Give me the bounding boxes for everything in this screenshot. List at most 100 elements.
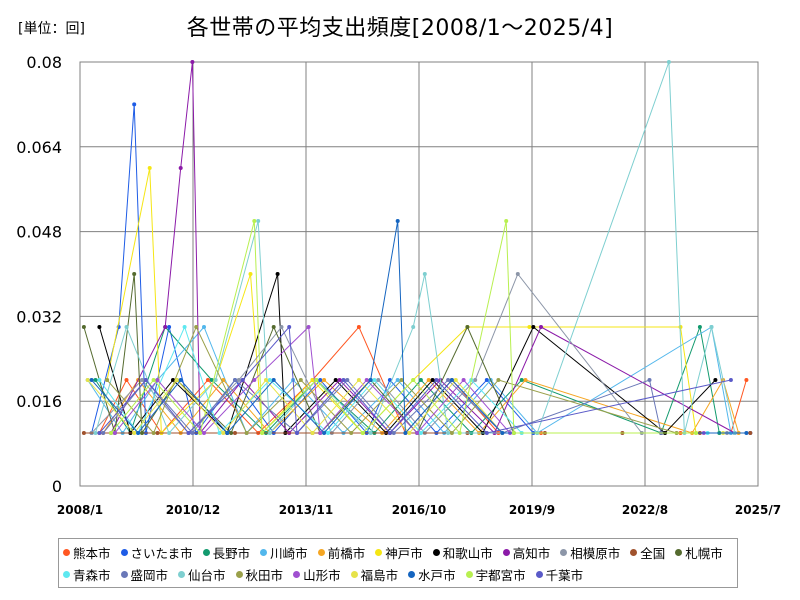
data-point bbox=[225, 431, 230, 435]
legend-item: 長野市 bbox=[202, 541, 251, 563]
data-point bbox=[446, 431, 451, 435]
legend-label: 札幌市 bbox=[685, 545, 723, 561]
data-point bbox=[407, 431, 412, 435]
data-point bbox=[500, 431, 505, 435]
data-point bbox=[217, 431, 222, 435]
legend-item: 盛岡市 bbox=[120, 563, 168, 585]
data-point bbox=[151, 431, 156, 435]
data-point bbox=[403, 431, 408, 435]
legend-label: 青森市 bbox=[73, 567, 111, 583]
series-15 bbox=[112, 325, 706, 435]
legend-label: 仙台市 bbox=[188, 567, 226, 583]
data-point bbox=[709, 325, 714, 329]
data-point bbox=[264, 378, 268, 382]
data-point bbox=[240, 378, 245, 382]
data-point bbox=[484, 378, 489, 382]
data-point bbox=[314, 378, 319, 382]
data-point bbox=[461, 378, 466, 382]
legend-item: 札幌市 bbox=[675, 541, 723, 563]
legend-label: 水戸市 bbox=[418, 567, 456, 583]
data-point bbox=[298, 378, 303, 382]
legend-label: さいたま市 bbox=[130, 545, 193, 561]
data-point bbox=[190, 431, 195, 435]
data-point bbox=[221, 431, 226, 435]
data-point bbox=[132, 102, 137, 107]
legend-item: 熊本市 bbox=[63, 541, 111, 563]
data-point bbox=[256, 219, 261, 223]
data-point bbox=[376, 378, 381, 382]
data-point bbox=[457, 431, 462, 435]
data-point bbox=[81, 431, 86, 435]
series-line bbox=[110, 220, 696, 435]
data-point bbox=[163, 325, 168, 329]
legend-item: さいたま市 bbox=[120, 541, 193, 563]
data-point bbox=[418, 378, 423, 382]
data-point bbox=[202, 325, 206, 329]
series-18 bbox=[109, 219, 698, 435]
data-point bbox=[295, 431, 299, 435]
legend-label: 神戸市 bbox=[385, 545, 423, 561]
data-point bbox=[356, 378, 361, 382]
data-point bbox=[349, 431, 354, 435]
y-tick-label: 0.08 bbox=[26, 53, 62, 72]
chart-title: 各世帯の平均支出頻度[2008/1～2025/4] bbox=[186, 16, 614, 41]
data-point bbox=[465, 325, 470, 329]
data-point bbox=[515, 272, 520, 276]
data-point bbox=[97, 431, 102, 435]
data-point bbox=[322, 378, 327, 382]
legend-marker-icon bbox=[317, 548, 325, 556]
data-point bbox=[233, 378, 237, 382]
legend-label: 福島市 bbox=[360, 567, 399, 583]
legend-item: 秋田市 bbox=[235, 563, 283, 585]
legend-label: 千葉市 bbox=[545, 567, 584, 583]
data-point bbox=[322, 431, 327, 435]
data-point bbox=[260, 431, 265, 435]
legend-marker-icon bbox=[408, 570, 416, 578]
data-point bbox=[372, 378, 377, 382]
series-line bbox=[95, 61, 736, 435]
legend-label: 全国 bbox=[640, 545, 666, 561]
legend-label: 長野市 bbox=[212, 545, 251, 561]
data-point bbox=[167, 431, 172, 435]
data-point bbox=[368, 431, 373, 435]
legend-item: 全国 bbox=[630, 541, 665, 563]
data-point bbox=[511, 431, 516, 435]
data-point bbox=[748, 431, 753, 435]
legend-item: 青森市 bbox=[63, 563, 111, 585]
data-point bbox=[202, 431, 206, 435]
data-point bbox=[449, 378, 454, 382]
legend-item: 福島市 bbox=[350, 563, 399, 585]
data-point bbox=[418, 431, 423, 435]
x-tick-label: 2025/7 bbox=[735, 503, 781, 517]
x-tick-label: 2013/11 bbox=[279, 503, 333, 517]
legend-item: 神戸市 bbox=[375, 541, 423, 563]
data-point bbox=[252, 219, 257, 223]
legend-marker-icon bbox=[560, 548, 568, 556]
series-line bbox=[91, 273, 727, 434]
data-point bbox=[151, 378, 156, 382]
data-point bbox=[279, 325, 284, 329]
data-point bbox=[182, 325, 187, 329]
data-point bbox=[205, 378, 210, 382]
data-point bbox=[728, 378, 733, 382]
data-point bbox=[326, 431, 330, 435]
data-point bbox=[105, 378, 110, 382]
data-point bbox=[140, 378, 144, 382]
data-point bbox=[97, 325, 102, 329]
data-point bbox=[93, 431, 98, 435]
legend-marker-icon bbox=[293, 570, 301, 578]
data-point bbox=[430, 378, 435, 382]
legend-item: 高知市 bbox=[502, 541, 550, 563]
data-point bbox=[422, 272, 427, 276]
legend-marker-icon bbox=[432, 548, 440, 556]
legend-label: 山形市 bbox=[303, 567, 341, 583]
data-point bbox=[360, 431, 365, 435]
legend-item: 前橋市 bbox=[317, 541, 365, 563]
legend-marker-icon bbox=[350, 570, 358, 578]
data-point bbox=[267, 431, 272, 435]
legend-marker-icon bbox=[502, 548, 510, 556]
data-point bbox=[356, 325, 361, 329]
data-point bbox=[411, 325, 416, 329]
data-point bbox=[248, 272, 253, 276]
